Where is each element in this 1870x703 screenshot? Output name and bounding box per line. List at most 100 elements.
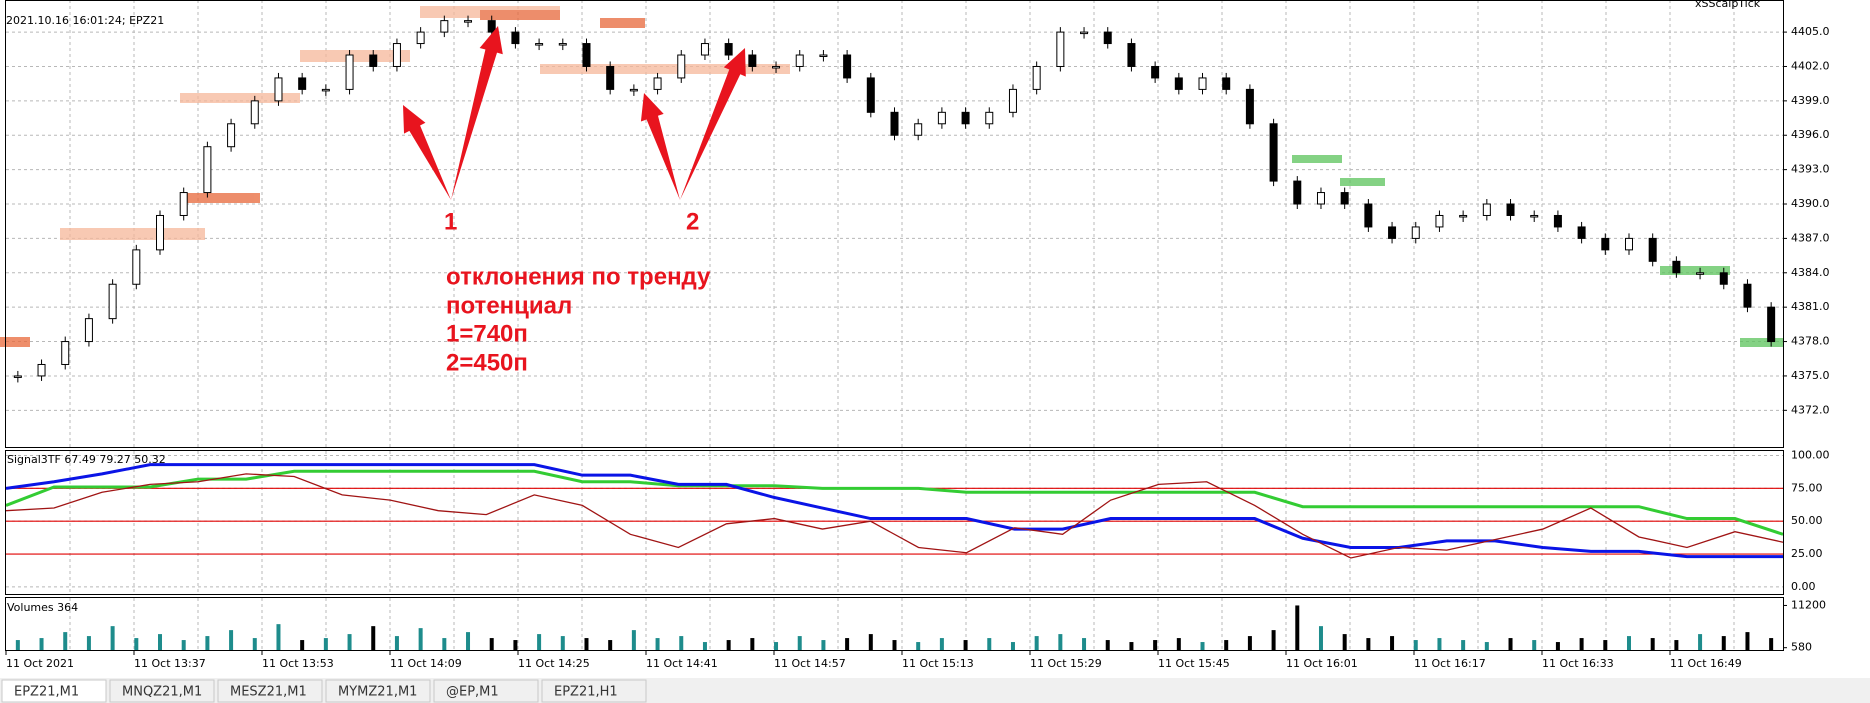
y-tick-label: 4375.0 <box>1791 369 1830 382</box>
zone <box>0 337 30 347</box>
candle <box>1056 31 1065 67</box>
tab[interactable]: EPZ21,H1 <box>541 679 647 703</box>
candle <box>227 123 236 148</box>
volume-bar <box>1105 640 1110 650</box>
candle <box>1388 226 1397 239</box>
y-tick-label: 50.00 <box>1791 514 1823 527</box>
candle <box>700 43 709 56</box>
volume-bar <box>1626 636 1631 650</box>
volume-bar <box>750 638 755 650</box>
tab-label: MYMZ21,M1 <box>338 685 417 700</box>
candle <box>1127 43 1136 67</box>
volume-bar <box>679 636 684 650</box>
y-tick-label: 100.00 <box>1791 448 1830 461</box>
tab-bg <box>541 679 647 703</box>
x-tick-label: 11 Oct 14:25 <box>518 657 590 670</box>
tab[interactable]: EPZ21,M1 <box>1 679 107 703</box>
candle <box>1648 237 1657 262</box>
candle <box>1008 88 1017 113</box>
zone <box>180 193 260 203</box>
y-tick-label: 4384.0 <box>1791 266 1830 279</box>
main-panel <box>5 0 1784 448</box>
volume-bar <box>323 638 328 650</box>
candle <box>795 54 804 67</box>
y-tick-label: 4405.0 <box>1791 25 1830 38</box>
volume-bar <box>1650 638 1655 650</box>
candle <box>179 192 188 216</box>
indicator-line <box>5 473 1784 559</box>
y-tick-label: 4378.0 <box>1791 335 1830 348</box>
volume-bar <box>821 640 826 650</box>
candle <box>321 88 330 92</box>
tab[interactable]: MYMZ21,M1 <box>325 679 431 703</box>
candle <box>1151 65 1160 79</box>
volume-bar <box>1176 638 1181 650</box>
candle <box>487 20 496 33</box>
annotation-label: 1 <box>444 208 457 235</box>
annotation-text: отклонения по тренду <box>446 263 711 290</box>
volume-bar <box>1484 642 1489 650</box>
candle <box>1364 203 1373 228</box>
candle <box>1696 272 1705 275</box>
volume-bar <box>181 640 186 650</box>
x-tick-label: 11 Oct 13:37 <box>134 657 206 670</box>
zone <box>600 18 645 28</box>
volume-bar <box>1698 634 1703 650</box>
volume-bar <box>939 638 944 650</box>
volume-bar <box>1674 640 1679 650</box>
tab[interactable]: MESZ21,M1 <box>217 679 323 703</box>
candle <box>1672 260 1681 274</box>
x-tick-label: 11 Oct 15:29 <box>1030 657 1102 670</box>
volume-bar <box>252 638 257 650</box>
tab-label: @EP,M1 <box>446 685 499 700</box>
candle <box>1245 88 1254 125</box>
zone <box>480 10 560 20</box>
candle <box>1411 226 1420 239</box>
volume-bar <box>394 636 399 650</box>
volume-bar <box>1461 640 1466 650</box>
volume-bar <box>1318 626 1323 650</box>
chart-info: 2021.10.16 16:01:24; EPZ21 <box>6 14 164 27</box>
zones <box>0 6 1783 347</box>
volume-bar <box>158 634 163 650</box>
arrow <box>680 48 746 200</box>
volume-bar <box>1129 642 1134 650</box>
candle <box>1767 306 1776 343</box>
zone <box>1740 338 1783 347</box>
volume-bar <box>39 638 44 650</box>
tab-bg <box>217 679 323 703</box>
grid <box>6 0 1783 650</box>
volume-bar <box>1247 636 1252 650</box>
y-tick-label: 11200 <box>1791 598 1826 611</box>
volume-bar <box>726 640 731 650</box>
tab-label: EPZ21,H1 <box>554 685 618 700</box>
tab[interactable]: @EP,M1 <box>433 679 539 703</box>
indicator-label: Signal3TF 67.49 79.27 50.32 <box>7 453 166 466</box>
candle <box>1719 272 1728 285</box>
volume-bar <box>1769 638 1774 650</box>
x-tick-label: 11 Oct 16:49 <box>1670 657 1742 670</box>
x-tick-label: 11 Oct 14:41 <box>646 657 718 670</box>
candle <box>629 88 638 92</box>
volume-bar <box>1366 638 1371 650</box>
volume-bar <box>1437 638 1442 650</box>
volume-bar <box>134 638 139 650</box>
annotation-text: 1=740п <box>446 320 528 347</box>
candle <box>1506 203 1515 216</box>
volume-bar <box>418 628 423 650</box>
candle <box>250 100 259 125</box>
tab[interactable]: MNQZ21,M1 <box>109 679 215 703</box>
candle <box>1577 226 1586 239</box>
candle <box>156 214 165 251</box>
candle <box>1103 31 1112 45</box>
y-tick-label: 4396.0 <box>1791 128 1830 141</box>
tab-label: MNQZ21,M1 <box>122 685 202 700</box>
arrow <box>403 105 451 200</box>
candle <box>1530 214 1539 218</box>
volume-bar <box>1224 640 1229 650</box>
candle <box>132 249 141 285</box>
tab-bg <box>325 679 431 703</box>
volume-bar <box>1532 640 1537 650</box>
candle <box>1624 237 1633 251</box>
